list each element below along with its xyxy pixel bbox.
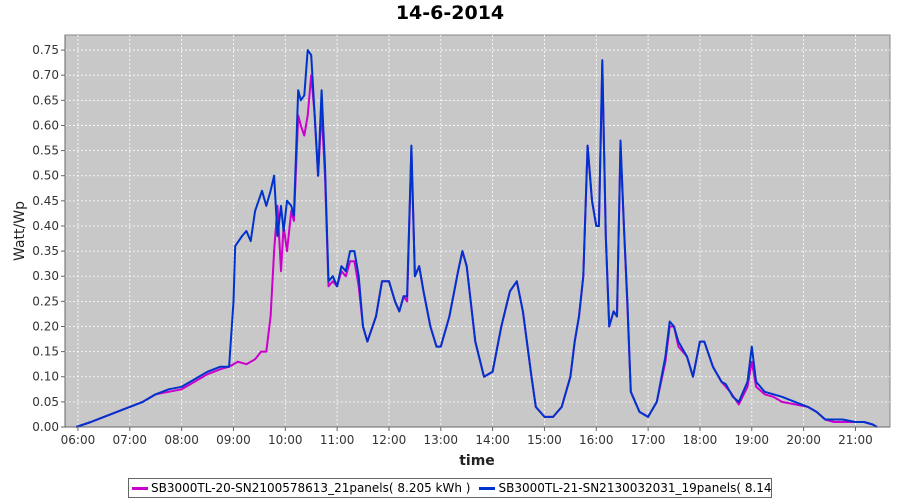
y-tick-label: 0.30 bbox=[32, 269, 59, 283]
x-tick-label: 08:00 bbox=[164, 433, 199, 447]
y-tick-label: 0.45 bbox=[32, 194, 59, 208]
y-tick-label: 0.05 bbox=[32, 395, 59, 409]
plot-background bbox=[64, 34, 891, 428]
y-tick-label: 0.10 bbox=[32, 370, 59, 384]
y-tick-label: 0.70 bbox=[32, 68, 59, 82]
line-chart: 0.00 0.05 0.10 0.15 0.20 0.25 0.30 0.35 0.40 0.45… bbox=[12, 34, 891, 469]
y-axis-label: Watt/Wp bbox=[12, 201, 28, 261]
x-tick-label: 21:00 bbox=[838, 433, 873, 447]
x-tick-label: 06:00 bbox=[61, 433, 96, 447]
legend: SB3000TL-20-SN2100578613_21panels( 8.205… bbox=[128, 478, 772, 498]
y-tick-label: 0.00 bbox=[32, 420, 59, 434]
legend-item: SB3000TL-21-SN2130032031_19panels( 8.149… bbox=[479, 481, 772, 495]
y-tick-label: 0.75 bbox=[32, 43, 59, 57]
legend-label: SB3000TL-20-SN2100578613_21panels( 8.205… bbox=[151, 481, 471, 495]
legend-swatch bbox=[479, 486, 496, 490]
x-tick-label: 11:00 bbox=[320, 433, 355, 447]
series-line-2 bbox=[75, 49, 878, 428]
y-tick-label: 0.55 bbox=[32, 144, 59, 158]
x-tick-label: 09:00 bbox=[216, 433, 251, 447]
y-tick-label: 0.25 bbox=[32, 294, 59, 308]
y-tick-label: 0.65 bbox=[32, 93, 59, 107]
y-tick-label: 0.50 bbox=[32, 169, 59, 183]
x-tick-label: 19:00 bbox=[734, 433, 769, 447]
y-tick-label: 0.20 bbox=[32, 319, 59, 333]
legend-label: SB3000TL-21-SN2130032031_19panels( 8.149… bbox=[498, 481, 772, 495]
y-tick-label: 0.60 bbox=[32, 118, 59, 132]
x-tick-label: 14:00 bbox=[475, 433, 510, 447]
x-tick-label: 10:00 bbox=[268, 433, 303, 447]
y-tick-label: 0.35 bbox=[32, 244, 59, 258]
x-tick-label: 16:00 bbox=[579, 433, 614, 447]
x-tick-label: 17:00 bbox=[631, 433, 666, 447]
y-tick-label: 0.40 bbox=[32, 219, 59, 233]
y-tick-label: 0.15 bbox=[32, 345, 59, 359]
plot-area: 0.00 0.05 0.10 0.15 0.20 0.25 0.30 0.35 0.40 0.45… bbox=[32, 34, 891, 447]
x-tick-label: 18:00 bbox=[683, 433, 718, 447]
x-tick-label: 12:00 bbox=[372, 433, 407, 447]
x-axis-label: time bbox=[459, 453, 495, 469]
x-tick-label: 20:00 bbox=[786, 433, 821, 447]
legend-swatch bbox=[132, 486, 148, 490]
x-tick-label: 15:00 bbox=[527, 433, 562, 447]
x-tick-label: 07:00 bbox=[112, 433, 147, 447]
chart-title: 14-6-2014 bbox=[395, 2, 505, 24]
x-tick-label: 13:00 bbox=[423, 433, 458, 447]
legend-item: SB3000TL-20-SN2100578613_21panels( 8.205… bbox=[132, 481, 470, 495]
